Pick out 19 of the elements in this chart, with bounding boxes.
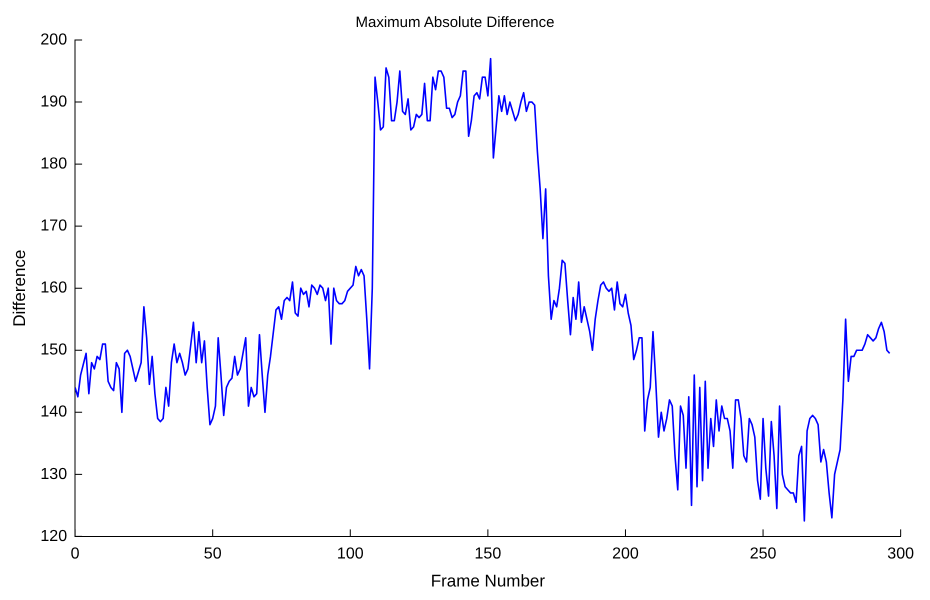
y-tick-label: 160 (40, 280, 68, 297)
x-axis-title: Frame Number (430, 571, 546, 590)
y-tick-label: 120 (40, 528, 68, 545)
y-tick-label: 180 (40, 156, 68, 173)
y-tick-label: 150 (40, 342, 68, 359)
chart-title: Maximum Absolute Difference (356, 14, 554, 32)
x-tick-label: 150 (474, 545, 502, 562)
x-tick-label: 0 (70, 545, 80, 562)
x-tick-label: 250 (750, 545, 777, 562)
x-tick-label: 300 (887, 545, 914, 562)
x-tick-label: 100 (336, 545, 364, 562)
y-tick-label: 190 (40, 93, 68, 110)
y-axis-title: Difference (10, 250, 29, 327)
y-tick-label: 170 (40, 218, 68, 235)
x-tick-label: 200 (612, 545, 639, 562)
y-tick-label: 140 (40, 404, 68, 421)
y-tick-label: 200 (40, 31, 68, 48)
y-tick-label: 130 (40, 466, 68, 483)
x-tick-label: 50 (204, 545, 222, 562)
